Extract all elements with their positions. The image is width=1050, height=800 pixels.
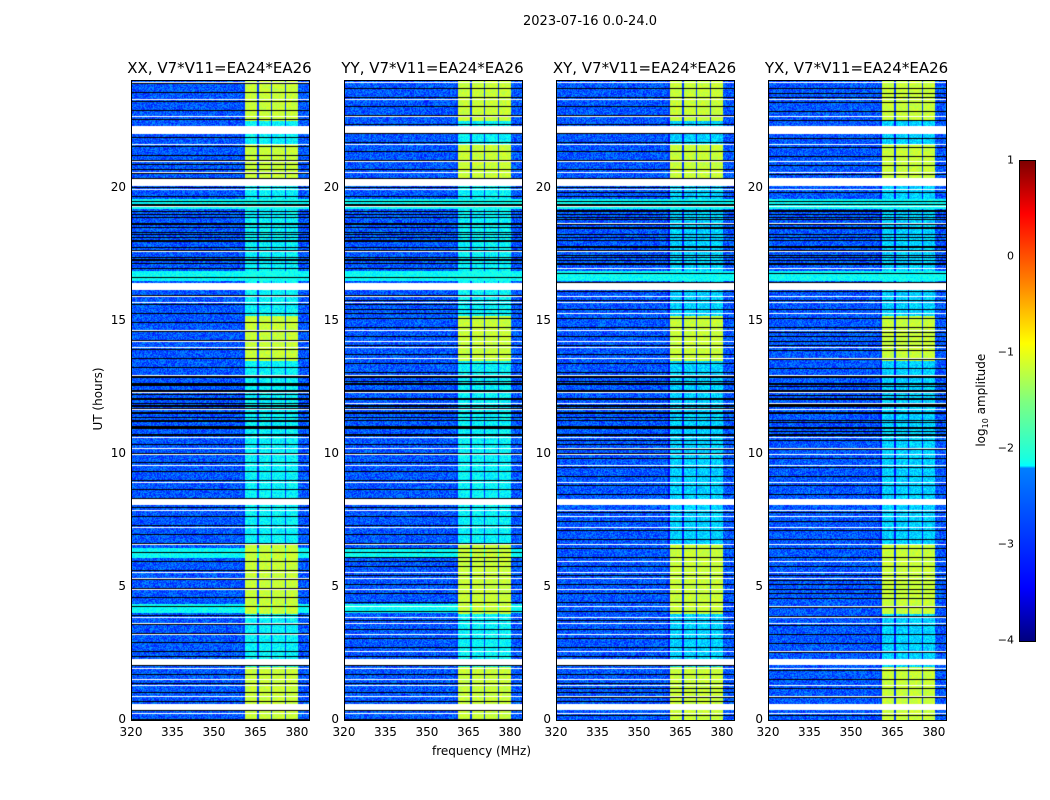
x-tick-label: 320 (756, 725, 780, 739)
heatmap-cells (132, 81, 309, 720)
x-tick-label: 365 (244, 725, 267, 739)
y-tick-label: 5 (331, 578, 339, 593)
x-tick-label: 320 (332, 725, 356, 739)
heatmap-panel (131, 80, 310, 721)
y-tick-label: 5 (118, 578, 126, 593)
panel-title: YY, V7*V11=EA24*EA26 (341, 59, 524, 77)
x-tick-label: 335 (374, 725, 397, 739)
panel-title: YX, V7*V11=EA24*EA26 (764, 59, 949, 77)
x-tick-label: 365 (881, 725, 904, 739)
heatmap-panel (768, 80, 947, 721)
y-tick-label: 10 (110, 445, 126, 460)
y-tick-label: 20 (110, 179, 126, 194)
colorbar-tick-label: −4 (997, 633, 1014, 647)
x-tick-label: 335 (798, 725, 821, 739)
x-tick-label: 380 (922, 725, 946, 739)
x-tick-label: 350 (627, 725, 651, 739)
x-tick-label: 365 (669, 725, 692, 739)
x-tick-label: 350 (202, 725, 226, 739)
y-tick-label: 20 (747, 179, 763, 194)
colorbar-tick-label: 1 (1007, 153, 1014, 167)
y-tick-label: 0 (755, 712, 763, 726)
panel-title: XY, V7*V11=EA24*EA26 (552, 59, 737, 77)
y-tick-label: 20 (323, 179, 339, 194)
y-tick-label: 0 (543, 712, 551, 726)
heatmap-panel (556, 80, 735, 721)
x-tick-label: 335 (161, 725, 184, 739)
colorbar-label: log10 amplitude (973, 353, 991, 447)
colorbar-tick-label: −2 (997, 441, 1014, 455)
y-tick-label: 15 (110, 312, 126, 327)
heatmap-cells (557, 81, 734, 720)
panel-title: XX, V7*V11=EA24*EA26 (127, 59, 312, 77)
y-tick-label: 5 (755, 578, 763, 593)
x-tick-label: 380 (710, 725, 734, 739)
heatmap-panel (344, 80, 523, 721)
y-tick-label: 5 (543, 578, 551, 593)
heatmap-cells (769, 81, 946, 720)
y-axis-label: UT (hours) (91, 367, 105, 431)
colorbar-tick-label: 0 (1007, 249, 1014, 263)
y-tick-label: 20 (535, 179, 551, 194)
x-tick-label: 350 (839, 725, 863, 739)
y-tick-label: 15 (535, 312, 551, 327)
x-tick-label: 380 (285, 725, 309, 739)
x-axis-label: frequency (MHz) (432, 744, 532, 758)
x-tick-label: 380 (498, 725, 522, 739)
x-tick-label: 320 (119, 725, 143, 739)
y-tick-label: 15 (323, 312, 339, 327)
y-tick-label: 15 (747, 312, 763, 327)
colorbar (1019, 160, 1036, 642)
x-tick-label: 320 (544, 725, 568, 739)
heatmap-cells (345, 81, 522, 720)
y-tick-label: 0 (118, 712, 126, 726)
y-tick-label: 10 (747, 445, 763, 460)
x-tick-label: 335 (586, 725, 609, 739)
figure-title: 2023-07-16 0.0-24.0 (523, 14, 657, 29)
x-tick-label: 365 (457, 725, 480, 739)
y-tick-label: 10 (323, 445, 339, 460)
y-tick-label: 10 (535, 445, 551, 460)
x-tick-label: 350 (415, 725, 439, 739)
y-tick-label: 0 (331, 712, 339, 726)
colorbar-tick-label: −1 (997, 345, 1014, 359)
colorbar-tick-label: −3 (997, 537, 1014, 551)
